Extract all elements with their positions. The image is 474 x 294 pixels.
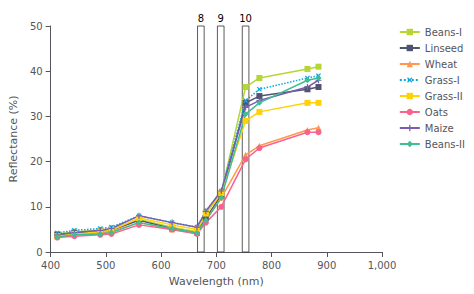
svg-text:0: 0 — [36, 247, 42, 258]
svg-text:8: 8 — [198, 13, 204, 24]
svg-text:Reflectance (%): Reflectance (%) — [7, 95, 20, 182]
svg-text:40: 40 — [30, 66, 43, 77]
svg-text:Oats: Oats — [425, 107, 448, 118]
svg-text:50: 50 — [30, 21, 43, 32]
svg-text:700: 700 — [207, 260, 226, 271]
svg-text:Beans-I: Beans-I — [425, 27, 462, 38]
svg-text:9: 9 — [218, 13, 224, 24]
svg-text:10: 10 — [239, 13, 252, 24]
svg-text:Beans-II: Beans-II — [425, 139, 465, 150]
svg-text:Wheat: Wheat — [425, 59, 458, 70]
svg-text:1,000: 1,000 — [368, 260, 397, 271]
svg-text:10: 10 — [30, 201, 43, 212]
svg-text:800: 800 — [262, 260, 281, 271]
svg-text:600: 600 — [152, 260, 171, 271]
svg-text:400: 400 — [41, 260, 60, 271]
svg-text:Wavelength (nm): Wavelength (nm) — [169, 275, 264, 288]
svg-text:Maize: Maize — [425, 123, 454, 134]
svg-text:20: 20 — [30, 156, 43, 167]
svg-text:Grass-I: Grass-I — [425, 75, 460, 86]
svg-text:Grass-II: Grass-II — [425, 91, 463, 102]
svg-text:500: 500 — [96, 260, 115, 271]
svg-text:900: 900 — [317, 260, 336, 271]
svg-text:30: 30 — [30, 111, 43, 122]
svg-text:Linseed: Linseed — [425, 43, 464, 54]
